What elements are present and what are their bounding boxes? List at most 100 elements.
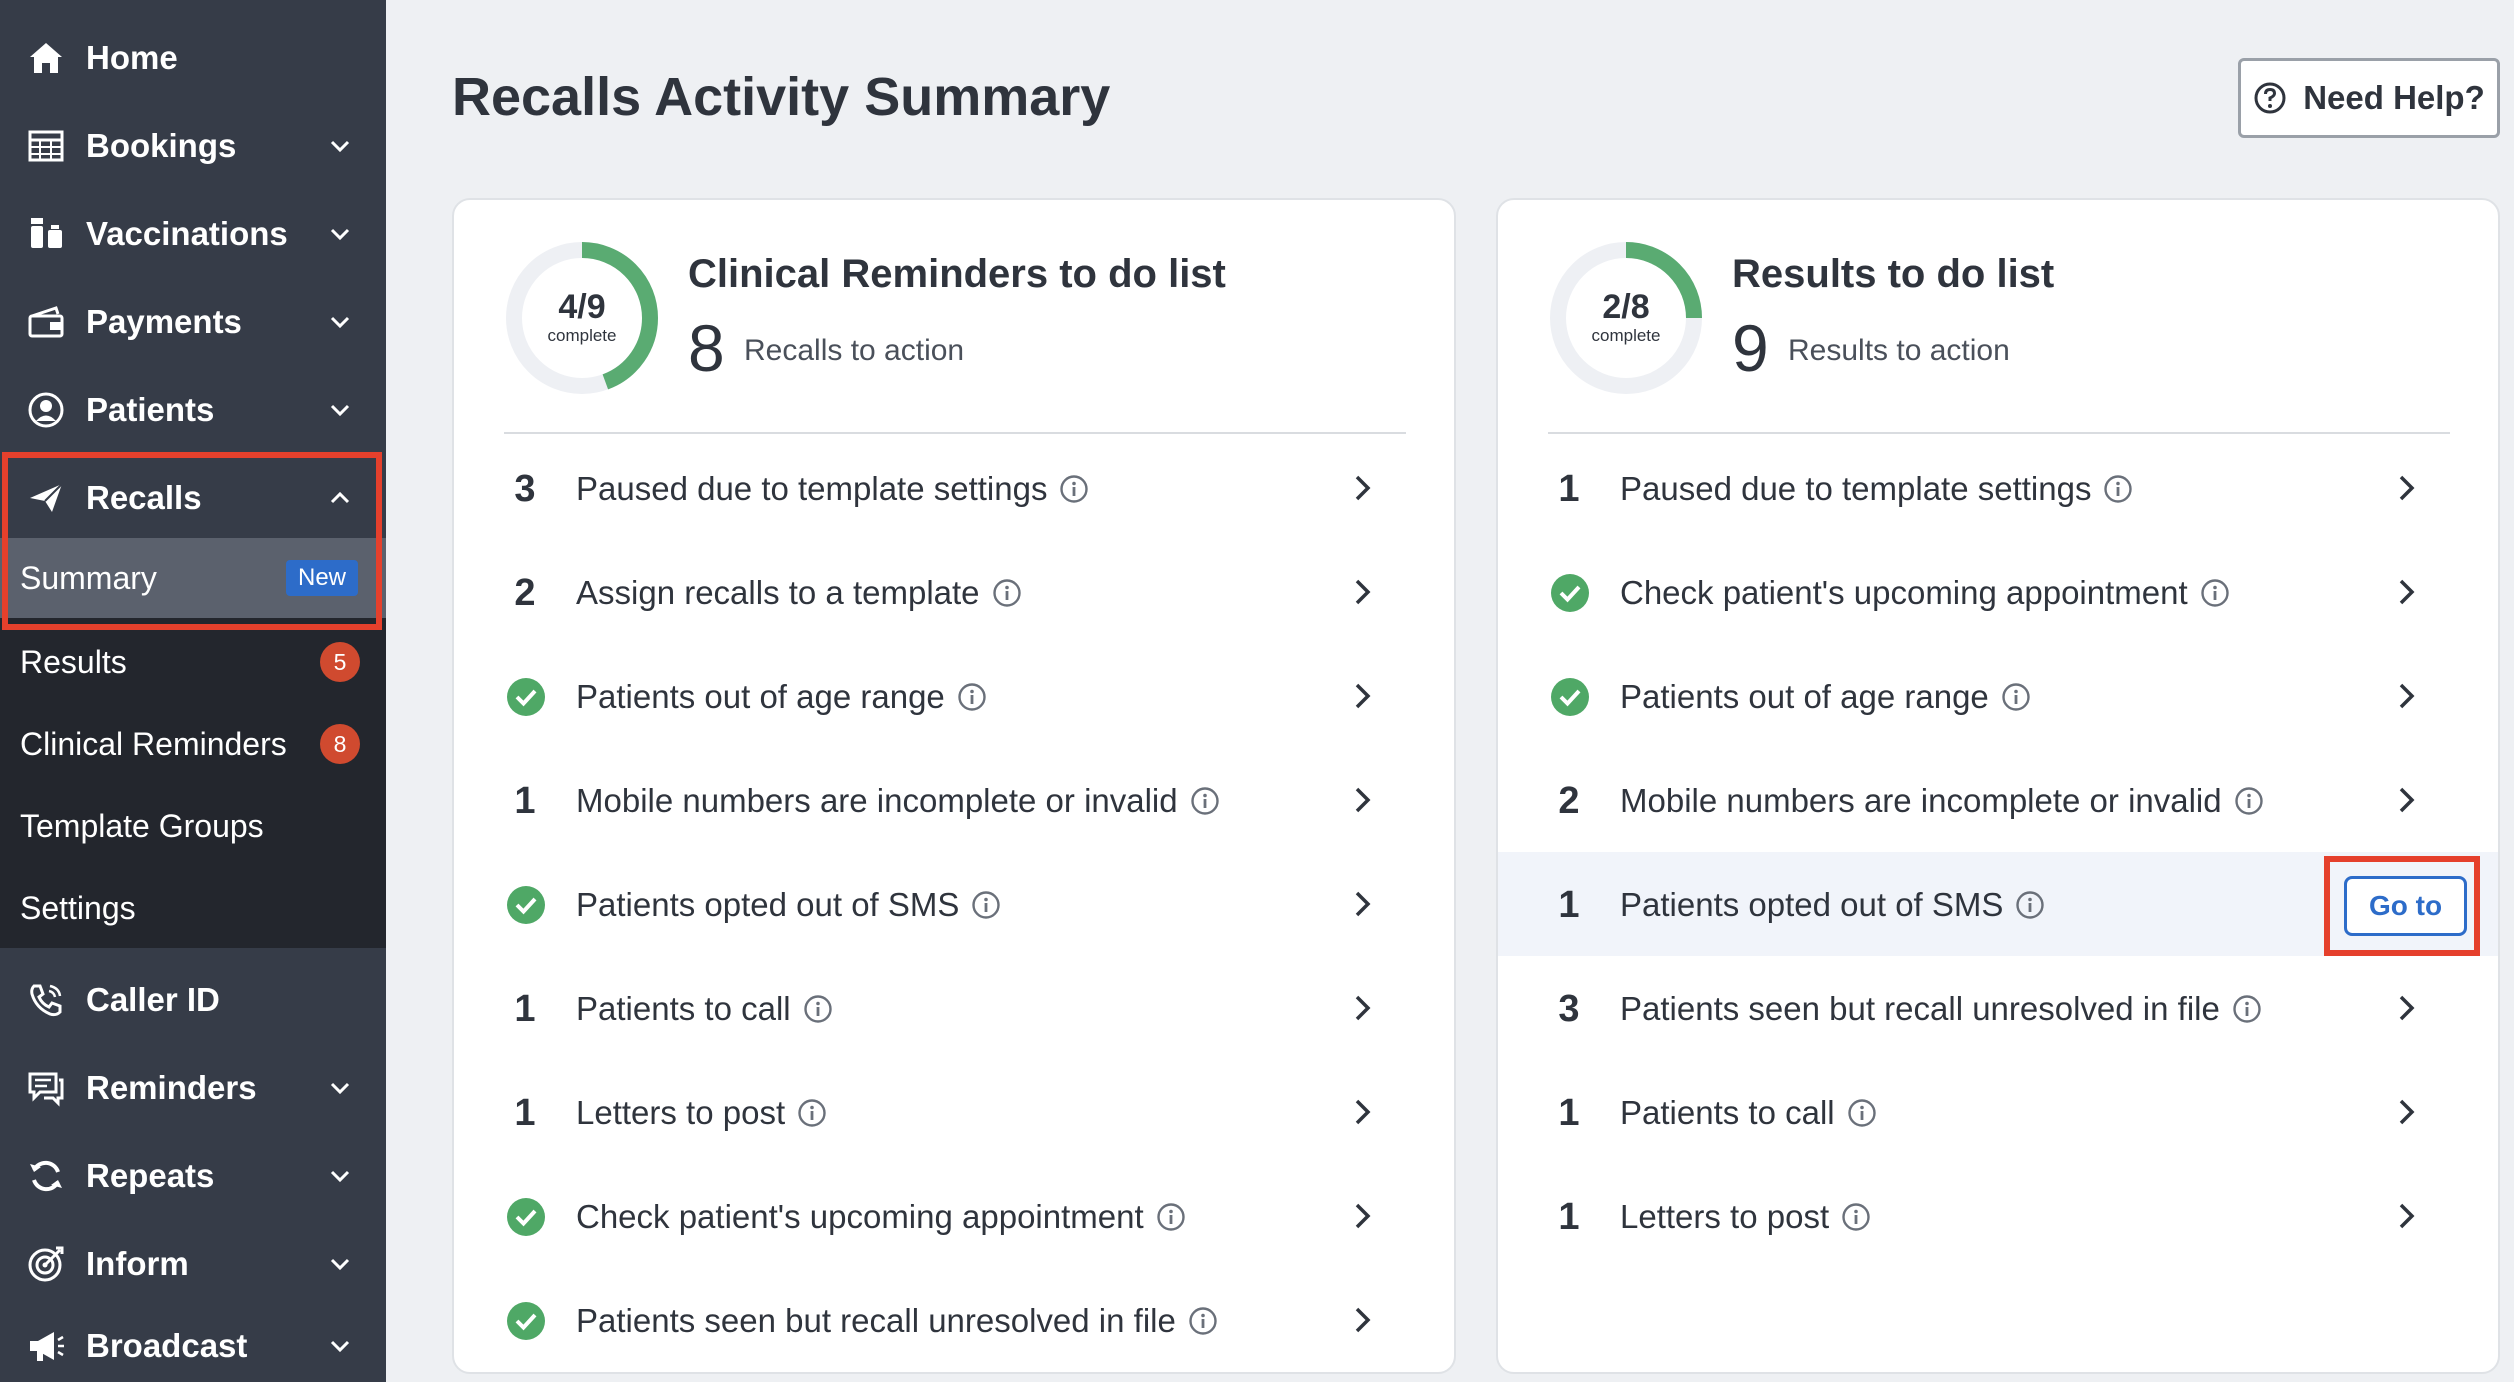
chevron-right-icon[interactable] <box>2390 1096 2422 1128</box>
nav-bookings[interactable]: Bookings <box>0 102 386 190</box>
todo-row[interactable]: 1 Patients to call <box>454 956 1454 1060</box>
info-icon[interactable] <box>1190 786 1220 816</box>
info-icon[interactable] <box>1847 1098 1877 1128</box>
info-icon[interactable] <box>1156 1202 1186 1232</box>
todo-row[interactable]: 1 Mobile numbers are incomplete or invali… <box>454 748 1454 852</box>
subnav-summary[interactable]: Summary New <box>0 538 386 618</box>
row-label-text: Patients to call <box>1620 1094 1835 1131</box>
goto-highlight-box: Go to <box>2324 856 2480 956</box>
paper-plane-icon <box>24 476 68 520</box>
info-icon[interactable] <box>1841 1202 1871 1232</box>
nav-home[interactable]: Home <box>0 14 386 102</box>
nav-patients[interactable]: Patients <box>0 366 386 454</box>
nav-repeats[interactable]: Repeats <box>0 1132 386 1220</box>
nav-caller-id[interactable]: Caller ID <box>0 956 386 1044</box>
row-count: 1 <box>1558 468 1580 510</box>
row-count: 3 <box>514 468 536 510</box>
need-help-button[interactable]: Need Help? <box>2238 58 2500 138</box>
todo-row[interactable]: 1 Paused due to template settings <box>1498 436 2498 540</box>
chevron-right-icon[interactable] <box>1346 1200 1378 1232</box>
divider <box>1548 432 2450 434</box>
nav-vaccinations[interactable]: Vaccinations <box>0 190 386 278</box>
chevron-right-icon[interactable] <box>1346 1304 1378 1336</box>
chevron-right-icon[interactable] <box>1346 1096 1378 1128</box>
subnav-template-groups-label: Template Groups <box>20 807 264 844</box>
row-count: 1 <box>514 780 536 822</box>
chevron-right-icon[interactable] <box>1346 992 1378 1024</box>
row-label-text: Paused due to template settings <box>576 470 1048 507</box>
todo-row[interactable]: 2 Assign recalls to a template <box>454 540 1454 644</box>
todo-row[interactable]: 1 Patients to call <box>1498 1060 2498 1164</box>
subnav-results[interactable]: Results 5 <box>0 622 386 702</box>
todo-row[interactable]: Patients out of age range <box>454 644 1454 748</box>
todo-row[interactable]: 3 Paused due to template settings <box>454 436 1454 540</box>
payments-icon <box>24 300 68 344</box>
nav-reminders[interactable]: Reminders <box>0 1044 386 1132</box>
info-icon[interactable] <box>803 994 833 1024</box>
info-icon[interactable] <box>2232 994 2262 1024</box>
info-icon[interactable] <box>797 1098 827 1128</box>
results-to-action-label: Results to action <box>1788 334 2010 367</box>
info-icon[interactable] <box>971 890 1001 920</box>
ring-fraction: 2/8 <box>1602 288 1650 326</box>
sidebar: Home Bookings Vaccinations Payments Pati… <box>0 0 386 1382</box>
nav-bookings-label: Bookings <box>86 127 237 164</box>
chevron-right-icon[interactable] <box>2390 472 2422 504</box>
info-icon[interactable] <box>2001 682 2031 712</box>
chevron-right-icon[interactable] <box>2390 992 2422 1024</box>
chevron-right-icon[interactable] <box>1346 472 1378 504</box>
subnav-clinical-reminders[interactable]: Clinical Reminders 8 <box>0 704 386 784</box>
chevron-right-icon[interactable] <box>1346 680 1378 712</box>
nav-payments[interactable]: Payments <box>0 278 386 366</box>
todo-row[interactable]: Patients out of age range <box>1498 644 2498 748</box>
phone-icon <box>24 978 68 1022</box>
chevron-right-icon[interactable] <box>2390 680 2422 712</box>
todo-row[interactable]: 1 Letters to post <box>454 1060 1454 1164</box>
info-icon[interactable] <box>1188 1306 1218 1336</box>
row-label: Assign recalls to a template <box>576 574 1022 612</box>
todo-row[interactable]: 1 Letters to post <box>1498 1164 2498 1268</box>
todo-row[interactable]: Patients seen but recall unresolved in f… <box>454 1268 1454 1372</box>
check-circle-icon <box>507 678 545 716</box>
chevron-right-icon[interactable] <box>1346 576 1378 608</box>
row-label: Paused due to template settings <box>1620 470 2133 508</box>
recalls-subnav: Summary New Results 5 Clinical Reminders… <box>0 538 386 948</box>
go-to-button[interactable]: Go to <box>2344 876 2468 936</box>
row-label-text: Check patient's upcoming appointment <box>576 1198 1144 1235</box>
nav-inform[interactable]: Inform <box>0 1220 386 1308</box>
nav-broadcast[interactable]: Broadcast <box>0 1302 386 1382</box>
chevron-right-icon[interactable] <box>2390 1200 2422 1232</box>
todo-row[interactable]: Patients opted out of SMS <box>454 852 1454 956</box>
info-icon[interactable] <box>957 682 987 712</box>
todo-row[interactable]: Check patient's upcoming appointment <box>1498 540 2498 644</box>
info-icon[interactable] <box>2015 890 2045 920</box>
results-card: 2/8 complete Results to do list 9 Result… <box>1496 198 2500 1374</box>
chevron-right-icon[interactable] <box>1346 784 1378 816</box>
nav-recalls[interactable]: Recalls <box>0 454 386 542</box>
info-icon[interactable] <box>2234 786 2264 816</box>
clinical-reminders-count-badge: 8 <box>320 724 360 764</box>
row-label: Patients out of age range <box>1620 678 2031 716</box>
subnav-template-groups[interactable]: Template Groups <box>0 786 386 866</box>
todo-row[interactable]: Check patient's upcoming appointment <box>454 1164 1454 1268</box>
chevron-down-icon <box>330 140 350 153</box>
row-count: 3 <box>1558 988 1580 1030</box>
chevron-down-icon <box>330 1170 350 1183</box>
info-icon[interactable] <box>2200 578 2230 608</box>
chevron-right-icon[interactable] <box>1346 888 1378 920</box>
card-title: Clinical Reminders to do list <box>688 252 1226 296</box>
info-icon[interactable] <box>1059 474 1089 504</box>
todo-row[interactable]: 1 Patients opted out of SMS Go to <box>1498 852 2498 956</box>
chevron-right-icon[interactable] <box>2390 784 2422 816</box>
info-icon[interactable] <box>992 578 1022 608</box>
chevron-down-icon <box>330 1340 350 1353</box>
info-icon[interactable] <box>2103 474 2133 504</box>
row-label-text: Patients out of age range <box>576 678 945 715</box>
todo-row[interactable]: 3 Patients seen but recall unresolved in … <box>1498 956 2498 1060</box>
row-label-text: Patients seen but recall unresolved in f… <box>1620 990 2220 1027</box>
row-count: 1 <box>1558 1196 1580 1238</box>
subnav-settings[interactable]: Settings <box>0 868 386 948</box>
todo-row[interactable]: 2 Mobile numbers are incomplete or invali… <box>1498 748 2498 852</box>
chevron-right-icon[interactable] <box>2390 576 2422 608</box>
ring-complete-label: complete <box>1591 326 1661 345</box>
